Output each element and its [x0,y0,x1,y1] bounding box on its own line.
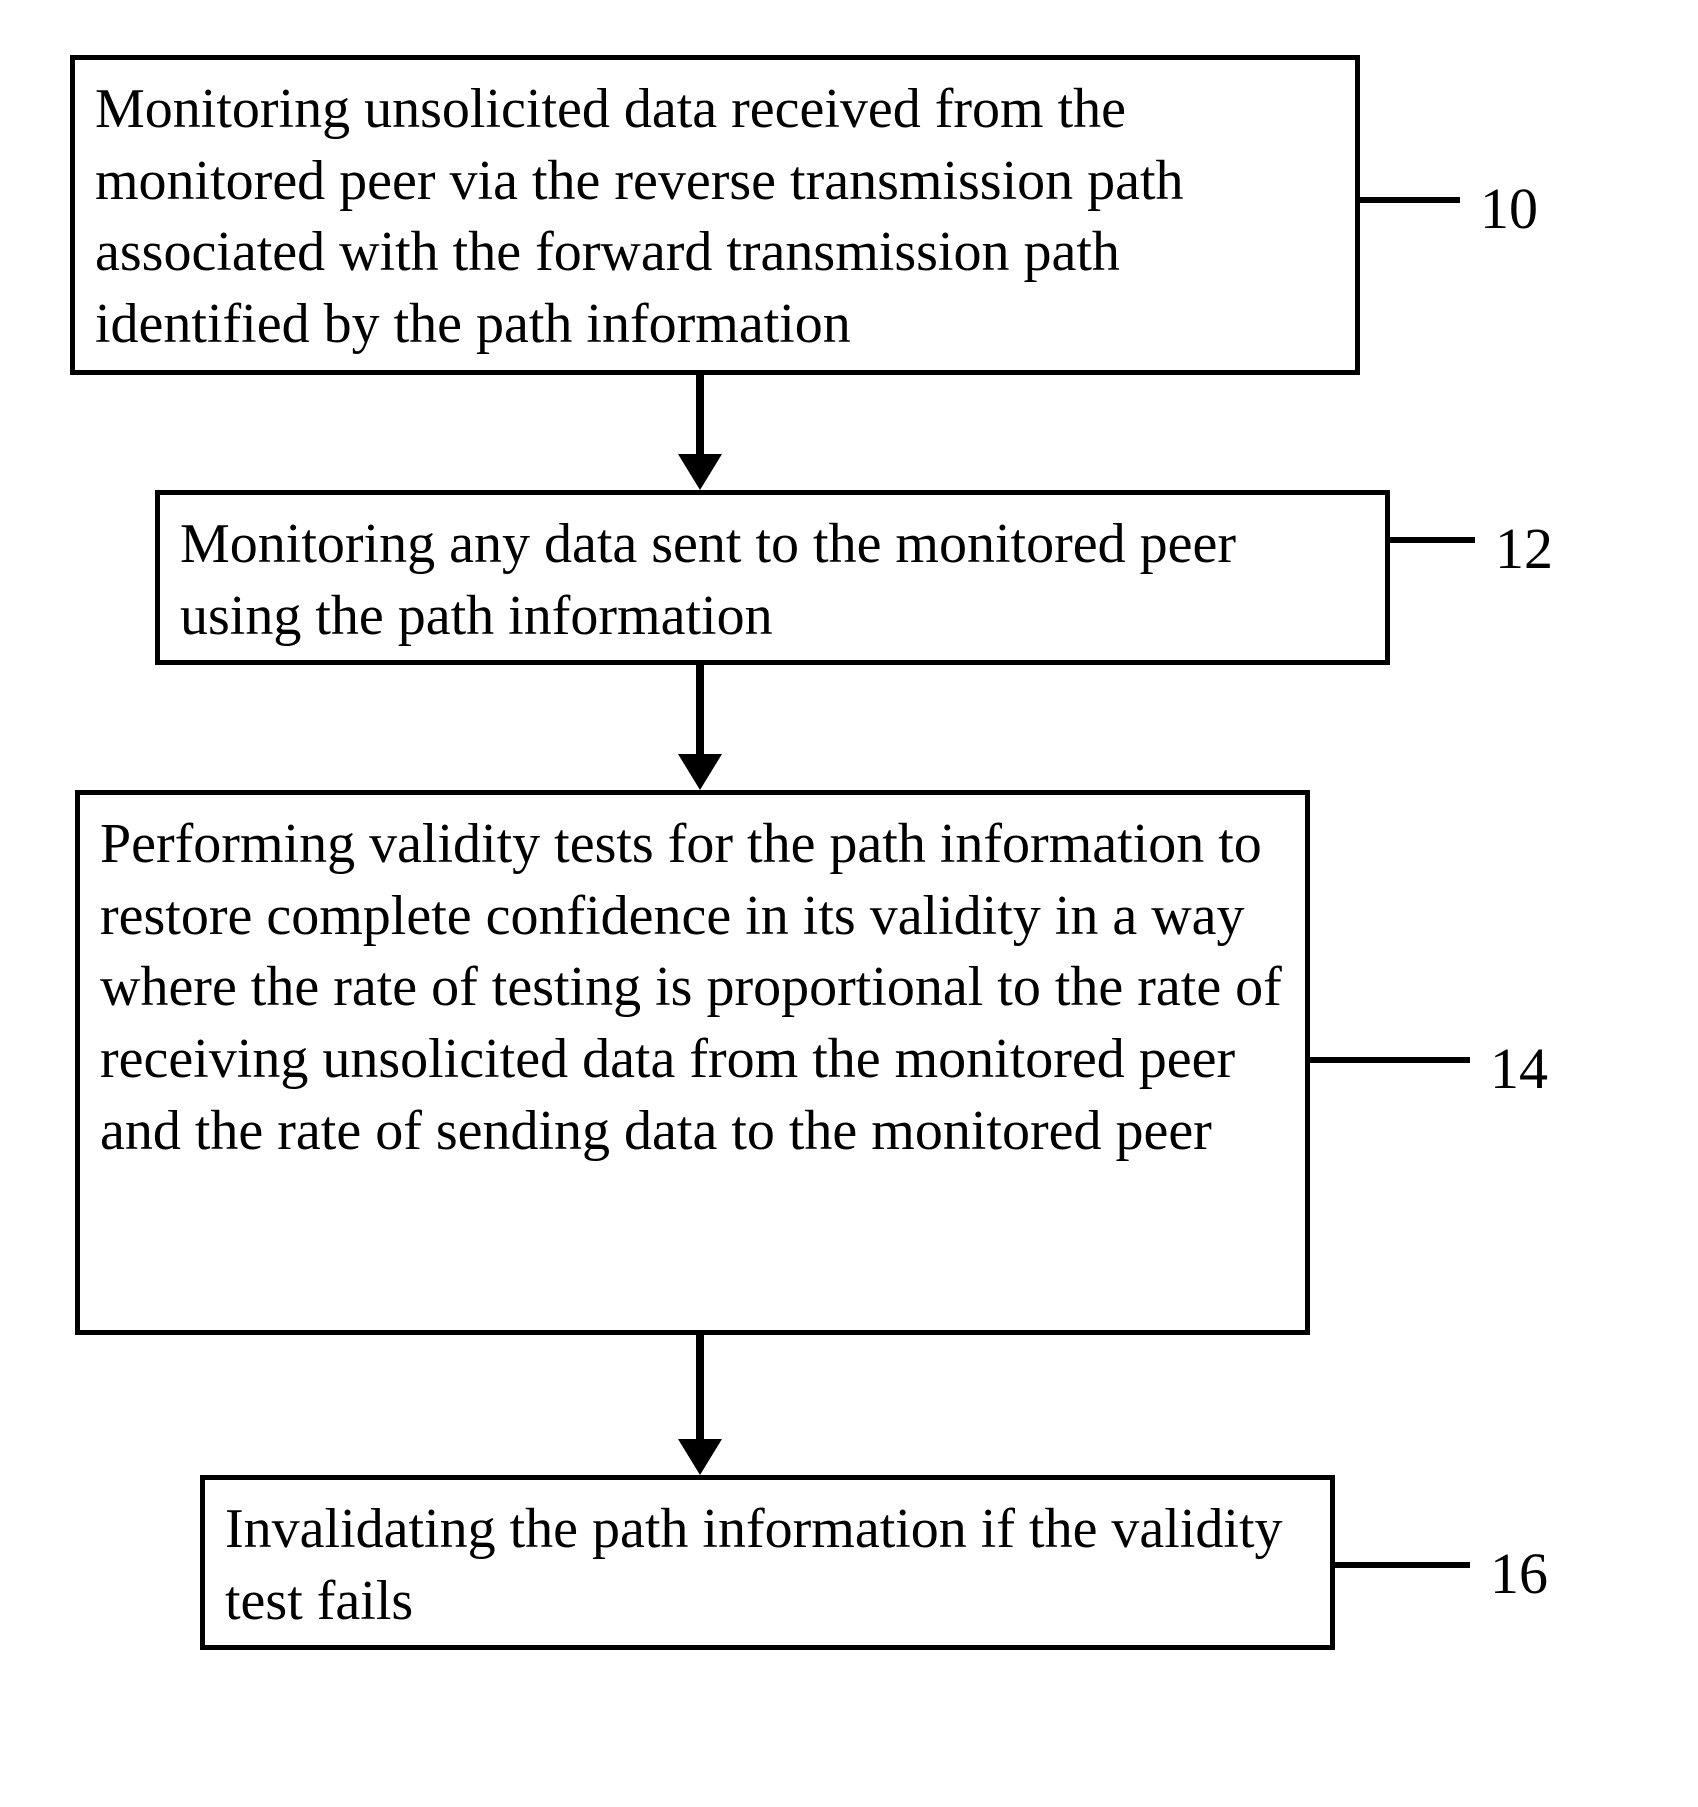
connector-line [1310,1057,1470,1063]
node-label-10: 10 [1480,175,1538,242]
connector-line [1360,197,1460,203]
node-label-16: 16 [1490,1540,1548,1607]
node-label-12: 12 [1495,515,1553,582]
flowchart-canvas: Monitoring unsolicited data received fro… [0,0,1698,1807]
flowchart-node-n14: Performing validity tests for the path i… [75,790,1310,1335]
flowchart-node-n12: Monitoring any data sent to the monitore… [155,490,1390,665]
flowchart-node-n10: Monitoring unsolicited data received fro… [70,55,1360,375]
connector-line [1335,1562,1470,1568]
node-label-14: 14 [1490,1035,1548,1102]
connector-line [1390,537,1475,543]
flowchart-node-n16: Invalidating the path information if the… [200,1475,1335,1650]
